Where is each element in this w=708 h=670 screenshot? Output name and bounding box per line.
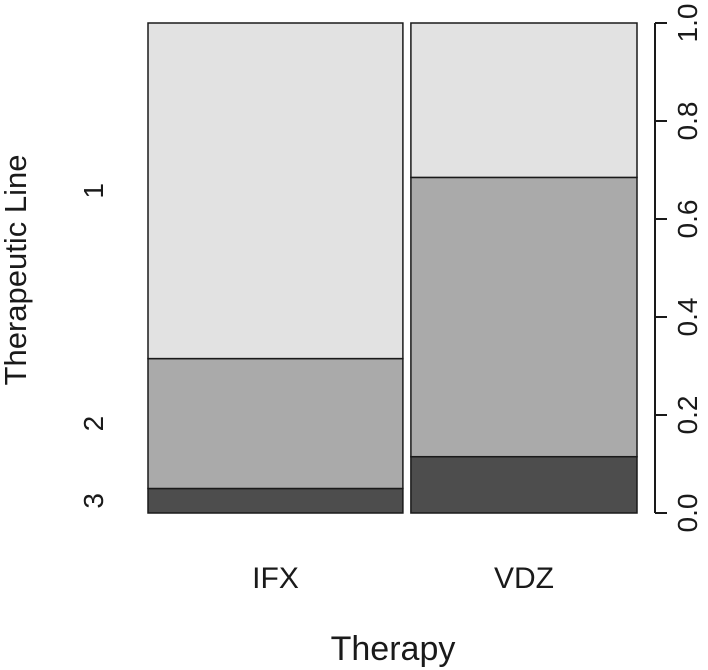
segment-ifx-level-2 — [147, 357, 404, 490]
segments-layer — [147, 22, 638, 514]
segment-ifx-level-1 — [147, 22, 404, 360]
left-tick-label-3: 3 — [78, 493, 109, 509]
category-labels: IFX VDZ — [252, 562, 554, 595]
right-tick-label-0.8: 0.8 — [672, 102, 703, 141]
category-label-ifx: IFX — [252, 562, 299, 595]
right-axis: 0.0 0.2 0.4 0.6 0.8 1.0 — [654, 4, 703, 533]
right-tick-label-0.2: 0.2 — [672, 396, 703, 435]
y-axis-title: Therapeutic Line — [0, 155, 33, 386]
left-tick-label-2: 2 — [78, 416, 109, 432]
segment-vdz-level-3 — [410, 455, 638, 514]
left-tick-label-1: 1 — [78, 183, 109, 199]
left-tick-labels: 3 2 1 — [78, 183, 109, 509]
category-label-vdz: VDZ — [494, 562, 554, 595]
right-tick-label-0.4: 0.4 — [672, 298, 703, 337]
x-axis-title: Therapy — [331, 630, 456, 668]
segment-vdz-level-2 — [410, 176, 638, 458]
right-tick-label-0.0: 0.0 — [672, 494, 703, 533]
segment-vdz-level-1 — [410, 22, 638, 179]
right-tick-label-1.0: 1.0 — [672, 4, 703, 43]
right-tick-label-0.6: 0.6 — [672, 200, 703, 239]
segment-ifx-level-3 — [147, 487, 404, 514]
